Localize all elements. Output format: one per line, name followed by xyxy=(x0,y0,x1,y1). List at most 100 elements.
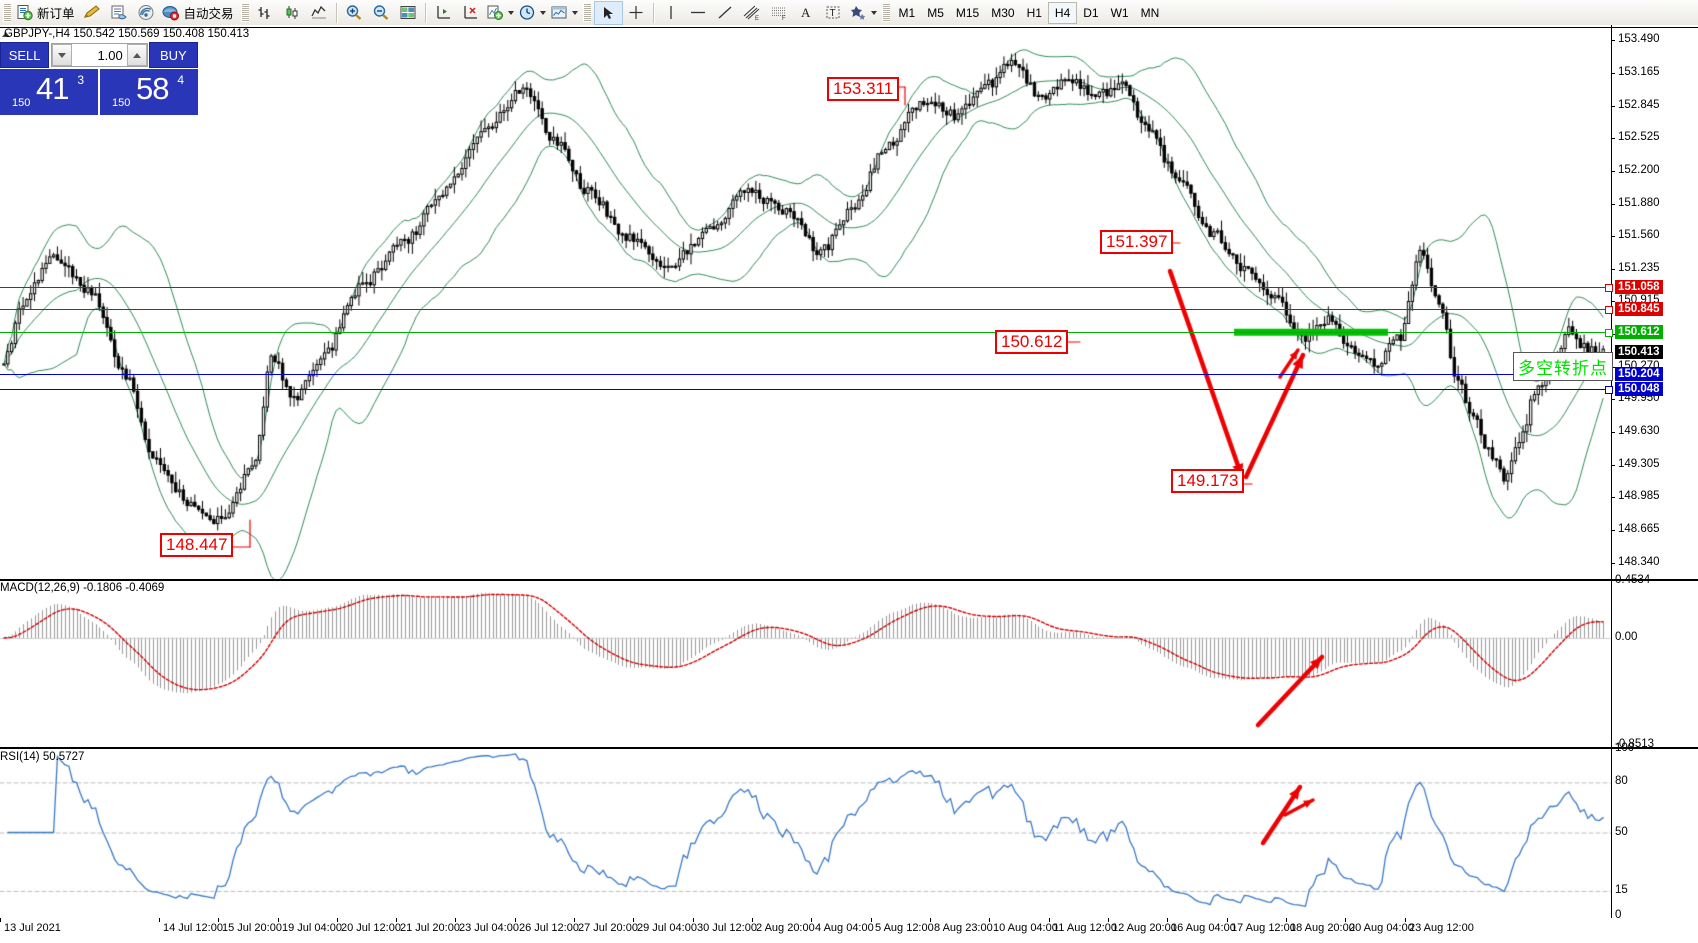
time-tick xyxy=(1286,918,1287,922)
crosshair-tool[interactable] xyxy=(623,2,650,24)
price-tick xyxy=(1611,138,1615,140)
timeframe-D1[interactable]: D1 xyxy=(1083,5,1099,20)
level-line-151.058[interactable] xyxy=(0,286,1611,288)
ask-price-box[interactable]: 150 58 4 xyxy=(100,69,198,115)
sell-button[interactable]: SELL xyxy=(0,42,50,68)
zoom-in-icon[interactable] xyxy=(341,2,368,24)
time-tick xyxy=(218,918,219,922)
rsi-tick-label: 50 xyxy=(1615,825,1628,838)
level-line-150.204[interactable] xyxy=(0,373,1611,375)
pencil-icon[interactable] xyxy=(79,2,106,24)
time-tick-label: 12 Aug 20:00 xyxy=(1112,922,1177,934)
toolbar-grip-2[interactable] xyxy=(240,3,249,22)
price-pane[interactable] xyxy=(0,27,1698,581)
timeframe-W1[interactable]: W1 xyxy=(1110,5,1129,20)
chart-shift-icon[interactable] xyxy=(430,2,457,24)
timeframe-M30[interactable]: M30 xyxy=(991,5,1015,20)
timeframe-M5[interactable]: M5 xyxy=(927,5,944,20)
price-badge-resistance[interactable]: 150.845 xyxy=(1615,301,1663,316)
timeframe-MN[interactable]: MN xyxy=(1140,5,1160,20)
price-callout-150.612[interactable]: 150.612 xyxy=(995,330,1069,354)
indicators-dropdown-arrow[interactable] xyxy=(507,10,514,15)
toolbar-separator-2 xyxy=(424,2,427,23)
price-badge-support[interactable]: 150.048 xyxy=(1615,382,1663,397)
shapes-tool[interactable] xyxy=(847,2,879,24)
new-order-button[interactable]: 新订单 xyxy=(14,2,79,24)
timeframe-H1[interactable]: H1 xyxy=(1026,5,1042,20)
signal-icon[interactable] xyxy=(133,2,160,24)
indicators-icon[interactable] xyxy=(484,2,516,24)
trendline-tool[interactable] xyxy=(712,2,739,24)
horizontal-line-tool[interactable] xyxy=(685,2,712,24)
auto-scroll-icon[interactable] xyxy=(457,2,484,24)
time-tick-label: 11 Aug 12:00 xyxy=(1053,922,1118,934)
lot-size-stepper[interactable]: 1.00 xyxy=(51,43,148,67)
toolbar-grip[interactable] xyxy=(3,3,11,22)
price-callout-148.447[interactable]: 148.447 xyxy=(160,533,234,557)
cursor-tool[interactable] xyxy=(593,0,623,25)
bar-chart-icon[interactable] xyxy=(252,2,279,24)
price-tick-label: 149.305 xyxy=(1618,457,1660,470)
price-badge-resistance[interactable]: 151.058 xyxy=(1615,279,1663,294)
text-tool[interactable]: A xyxy=(793,2,820,24)
bid-price-box[interactable]: 150 41 3 xyxy=(0,69,98,115)
symbol-expand-triangle[interactable] xyxy=(2,32,10,37)
rsi-pane[interactable] xyxy=(0,747,1698,920)
rsi-tick-label: 0 xyxy=(1615,909,1622,921)
level-line-150.845[interactable] xyxy=(0,308,1611,310)
price-tick xyxy=(1611,105,1615,107)
lot-increase-button[interactable] xyxy=(126,44,147,66)
price-callout-149.173[interactable]: 149.173 xyxy=(1171,469,1245,493)
chinese-annotation[interactable]: 多空转折点 xyxy=(1513,352,1613,381)
candlestick-chart-icon[interactable] xyxy=(279,2,306,24)
level-handle[interactable] xyxy=(1605,283,1613,292)
time-tick-label: 2 Aug 20:00 xyxy=(756,922,815,934)
templates-icon[interactable] xyxy=(548,2,580,24)
level-handle[interactable] xyxy=(1605,386,1613,395)
lot-size-value[interactable]: 1.00 xyxy=(72,47,127,63)
period-dropdown-arrow[interactable] xyxy=(539,10,546,15)
level-handle[interactable] xyxy=(1605,329,1613,338)
text-label-tool[interactable]: T xyxy=(820,2,847,24)
price-tick xyxy=(1611,497,1615,499)
timeframe-M1[interactable]: M1 xyxy=(898,5,916,20)
tile-windows-icon[interactable] xyxy=(395,2,422,24)
line-chart-icon[interactable] xyxy=(306,2,333,24)
auto-trade-button[interactable]: 自动交易 xyxy=(160,2,238,24)
time-tick-label: 21 Jul 20:00 xyxy=(400,922,460,934)
chart-canvas[interactable] xyxy=(0,25,1698,943)
terminal-icon[interactable] xyxy=(106,2,133,24)
shapes-dropdown-arrow[interactable] xyxy=(870,10,877,15)
level-line-150.612[interactable] xyxy=(0,332,1611,334)
buy-button[interactable]: BUY xyxy=(148,42,198,68)
macd-tick-label: 0.4534 xyxy=(1615,574,1651,586)
toolbar-grip-3[interactable] xyxy=(582,3,591,22)
macd-pane[interactable] xyxy=(0,579,1698,749)
templates-dropdown-arrow[interactable] xyxy=(571,10,578,15)
zoom-out-icon[interactable] xyxy=(368,2,395,24)
price-badge-current[interactable]: 150.413 xyxy=(1615,345,1663,360)
level-line-150.048[interactable] xyxy=(0,389,1611,391)
price-badge-support[interactable]: 150.204 xyxy=(1615,366,1663,381)
price-callout-153.311[interactable]: 153.311 xyxy=(827,77,900,101)
main-toolbar: 新订单 自动交易 xyxy=(0,0,1698,26)
time-tick xyxy=(633,918,634,922)
level-handle[interactable] xyxy=(1605,305,1613,314)
price-callout-151.397[interactable]: 151.397 xyxy=(1100,230,1174,254)
period-clock-icon[interactable] xyxy=(516,2,548,24)
time-tick-label: 14 Jul 12:00 xyxy=(163,922,223,934)
chart-container[interactable]: GBPJPY-,H4 150.542 150.569 150.408 150.4… xyxy=(0,25,1698,943)
one-click-trading-panel[interactable]: SELL 1.00 BUY 150 41 3 150 58 4 xyxy=(0,42,198,120)
time-tick-label: 10 Aug 04:00 xyxy=(993,922,1058,934)
time-axis[interactable]: 13 Jul 2021 14 Jul 12:00 15 Jul 20:00 19 Ju… xyxy=(0,918,1698,943)
lot-decrease-button[interactable] xyxy=(52,44,73,66)
fibonacci-tool[interactable]: F xyxy=(766,2,793,24)
toolbar-grip-4[interactable] xyxy=(881,3,890,22)
vertical-line-tool[interactable] xyxy=(658,2,685,24)
price-badge-pivot[interactable]: 150.612 xyxy=(1615,325,1663,340)
equidistant-channel-tool[interactable]: E xyxy=(739,2,766,24)
time-tick-label: 23 Aug 12:00 xyxy=(1409,922,1474,934)
timeframe-M15[interactable]: M15 xyxy=(955,5,980,20)
timeframe-H4[interactable]: H4 xyxy=(1047,1,1078,24)
price-axis-divider xyxy=(1611,25,1612,918)
